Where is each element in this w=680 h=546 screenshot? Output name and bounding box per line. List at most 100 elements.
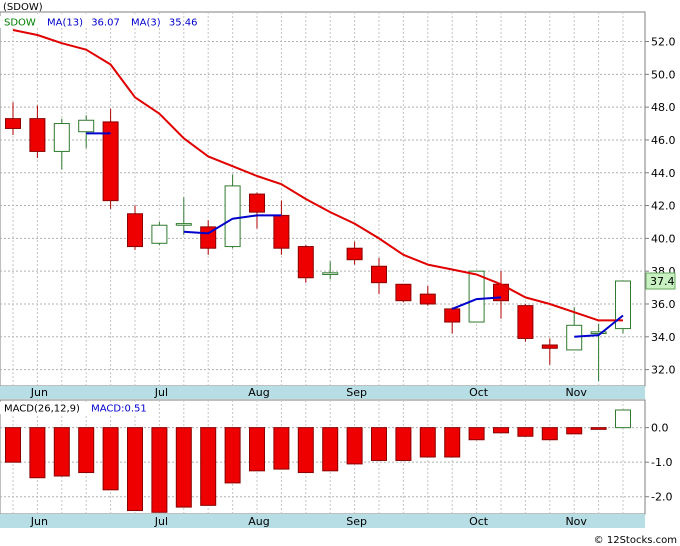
price-y-axis: 32.034.036.038.040.042.044.046.048.050.0… (645, 36, 676, 377)
candle-body-up (322, 272, 339, 275)
candle (53, 118, 70, 170)
candles (5, 102, 631, 382)
macd-legend: MACD(26,12,9) MACD:0.51 (0, 402, 147, 415)
legend-ma13-value: 36.07 (91, 18, 120, 29)
macd-month-label: Jul (154, 515, 168, 528)
candle (419, 285, 436, 306)
footer-credit: © 12Stocks.com (594, 535, 677, 546)
candle-body-up (175, 223, 192, 226)
candle (224, 174, 241, 249)
macd-bar-negative (175, 427, 192, 508)
price-month-label: Jun (30, 386, 48, 399)
candle (590, 323, 607, 382)
macd-month-label: Jun (30, 515, 48, 528)
candle-body-down (371, 265, 387, 284)
price-legend-text: SDOW MA(13) 36.07 MA(3) 35.46 (4, 18, 197, 29)
candle-body-up (224, 185, 241, 248)
macd-ytick-label: -1.0 (651, 456, 672, 469)
ma13-line (12, 29, 623, 322)
candle-body-down (249, 193, 265, 213)
legend-ma3-value: 35.46 (169, 18, 198, 29)
candle (78, 115, 95, 149)
macd-bar-negative (322, 427, 339, 472)
macd-bar-negative (346, 427, 363, 465)
price-month-label: Jul (154, 386, 168, 399)
price-x-axis: Jun Jul Aug Sep Oct Nov (30, 386, 588, 399)
candle (29, 105, 46, 158)
candle (127, 205, 143, 250)
macd-legend-text: MACD(26,12,9) MACD:0.51 (4, 404, 147, 415)
candle (468, 270, 485, 323)
macd-x-axis: Jun Jul Aug Sep Oct Nov (30, 515, 588, 528)
macd-bar-negative (249, 427, 265, 472)
candle-body-up (615, 280, 631, 330)
price-ytick-label: 40.0 (651, 232, 676, 245)
macd-bar-negative (102, 427, 119, 491)
price-ytick-label: 50.0 (651, 68, 676, 81)
candle-body-down (127, 213, 143, 248)
macd-legend-background (0, 402, 140, 414)
candle-body-down (29, 118, 46, 152)
legend-ma13-label: MA(13) (47, 18, 83, 29)
macd-bar-negative (273, 427, 290, 470)
ma3-segment (451, 296, 502, 310)
macd-bar-negative (53, 427, 70, 477)
price-ytick-label: 46.0 (651, 134, 676, 147)
macd-bar-negative (541, 427, 558, 441)
macd-bar-negative (151, 427, 168, 513)
price-chart-title: (SDOW) (3, 2, 43, 13)
macd-bar-negative (224, 427, 241, 484)
candle-body-down (297, 246, 314, 279)
ma3-line (86, 132, 624, 338)
price-gridlines (0, 12, 645, 386)
macd-bar-negative (566, 427, 583, 435)
ma3-segment (183, 214, 282, 235)
price-ytick-label: 52.0 (651, 36, 676, 49)
candle (5, 102, 21, 136)
macd-bar-negative (29, 427, 46, 479)
candle (615, 280, 631, 334)
candle-body-down (419, 293, 436, 305)
macd-bar-negative (5, 427, 21, 463)
macd-panel: 0.0 -1.0 -2.0 Jun Jul Aug Sep Oct Nov MACD(26,1… (0, 399, 672, 528)
last-price-box (645, 272, 676, 290)
macd-bars (5, 409, 631, 513)
candle (493, 271, 509, 319)
candle (541, 338, 558, 365)
candle (151, 221, 168, 245)
candle-body-up (590, 331, 607, 335)
macd-bar-negative (127, 427, 143, 512)
price-legend-background (0, 16, 168, 28)
candle-body-down (273, 214, 290, 249)
candle-body-up (468, 270, 485, 323)
macd-bar-negative (517, 427, 534, 437)
macd-month-label: Nov (565, 515, 587, 528)
macd-ytick-label: 0.0 (651, 422, 669, 435)
price-ytick-label: 36.0 (651, 298, 676, 311)
macd-bar-negative (371, 427, 387, 461)
price-ytick-label: 34.0 (651, 331, 676, 344)
candle-body-up (78, 119, 95, 133)
macd-bar-negative (78, 427, 95, 474)
candle (395, 283, 412, 303)
price-month-label: Sep (346, 386, 367, 399)
macd-bar-negative (590, 427, 607, 430)
candle (371, 258, 387, 295)
candle-body-up (151, 224, 168, 244)
price-month-label: Oct (469, 386, 489, 399)
macd-bar-positive (615, 409, 631, 429)
candle-body-down (444, 308, 461, 323)
macd-bar-negative (395, 427, 412, 461)
candle (444, 307, 461, 334)
legend-macd-params: MACD(26,12,9) (4, 404, 80, 415)
candle-body-up (53, 123, 70, 152)
candle-body-down (541, 344, 558, 349)
candle (175, 197, 192, 236)
price-plot-area (0, 11, 646, 387)
macd-bar-negative (297, 427, 314, 474)
macd-bar-negative (444, 427, 461, 458)
candle-body-up (566, 324, 583, 351)
price-legend: SDOW MA(13) 36.07 MA(3) 35.46 (0, 16, 197, 29)
candle-body-down (395, 283, 412, 302)
legend-macd-value: MACD:0.51 (91, 404, 147, 415)
